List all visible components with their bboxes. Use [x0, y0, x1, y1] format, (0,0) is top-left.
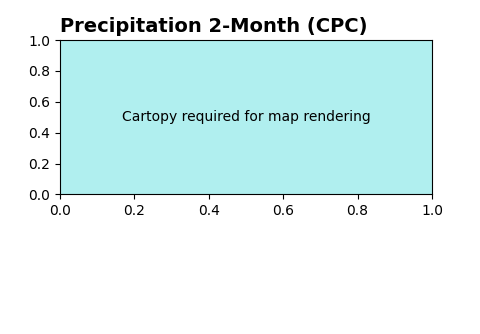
- Text: Precipitation 2-Month (CPC): Precipitation 2-Month (CPC): [60, 17, 368, 36]
- Text: Cartopy required for map rendering: Cartopy required for map rendering: [121, 110, 371, 124]
